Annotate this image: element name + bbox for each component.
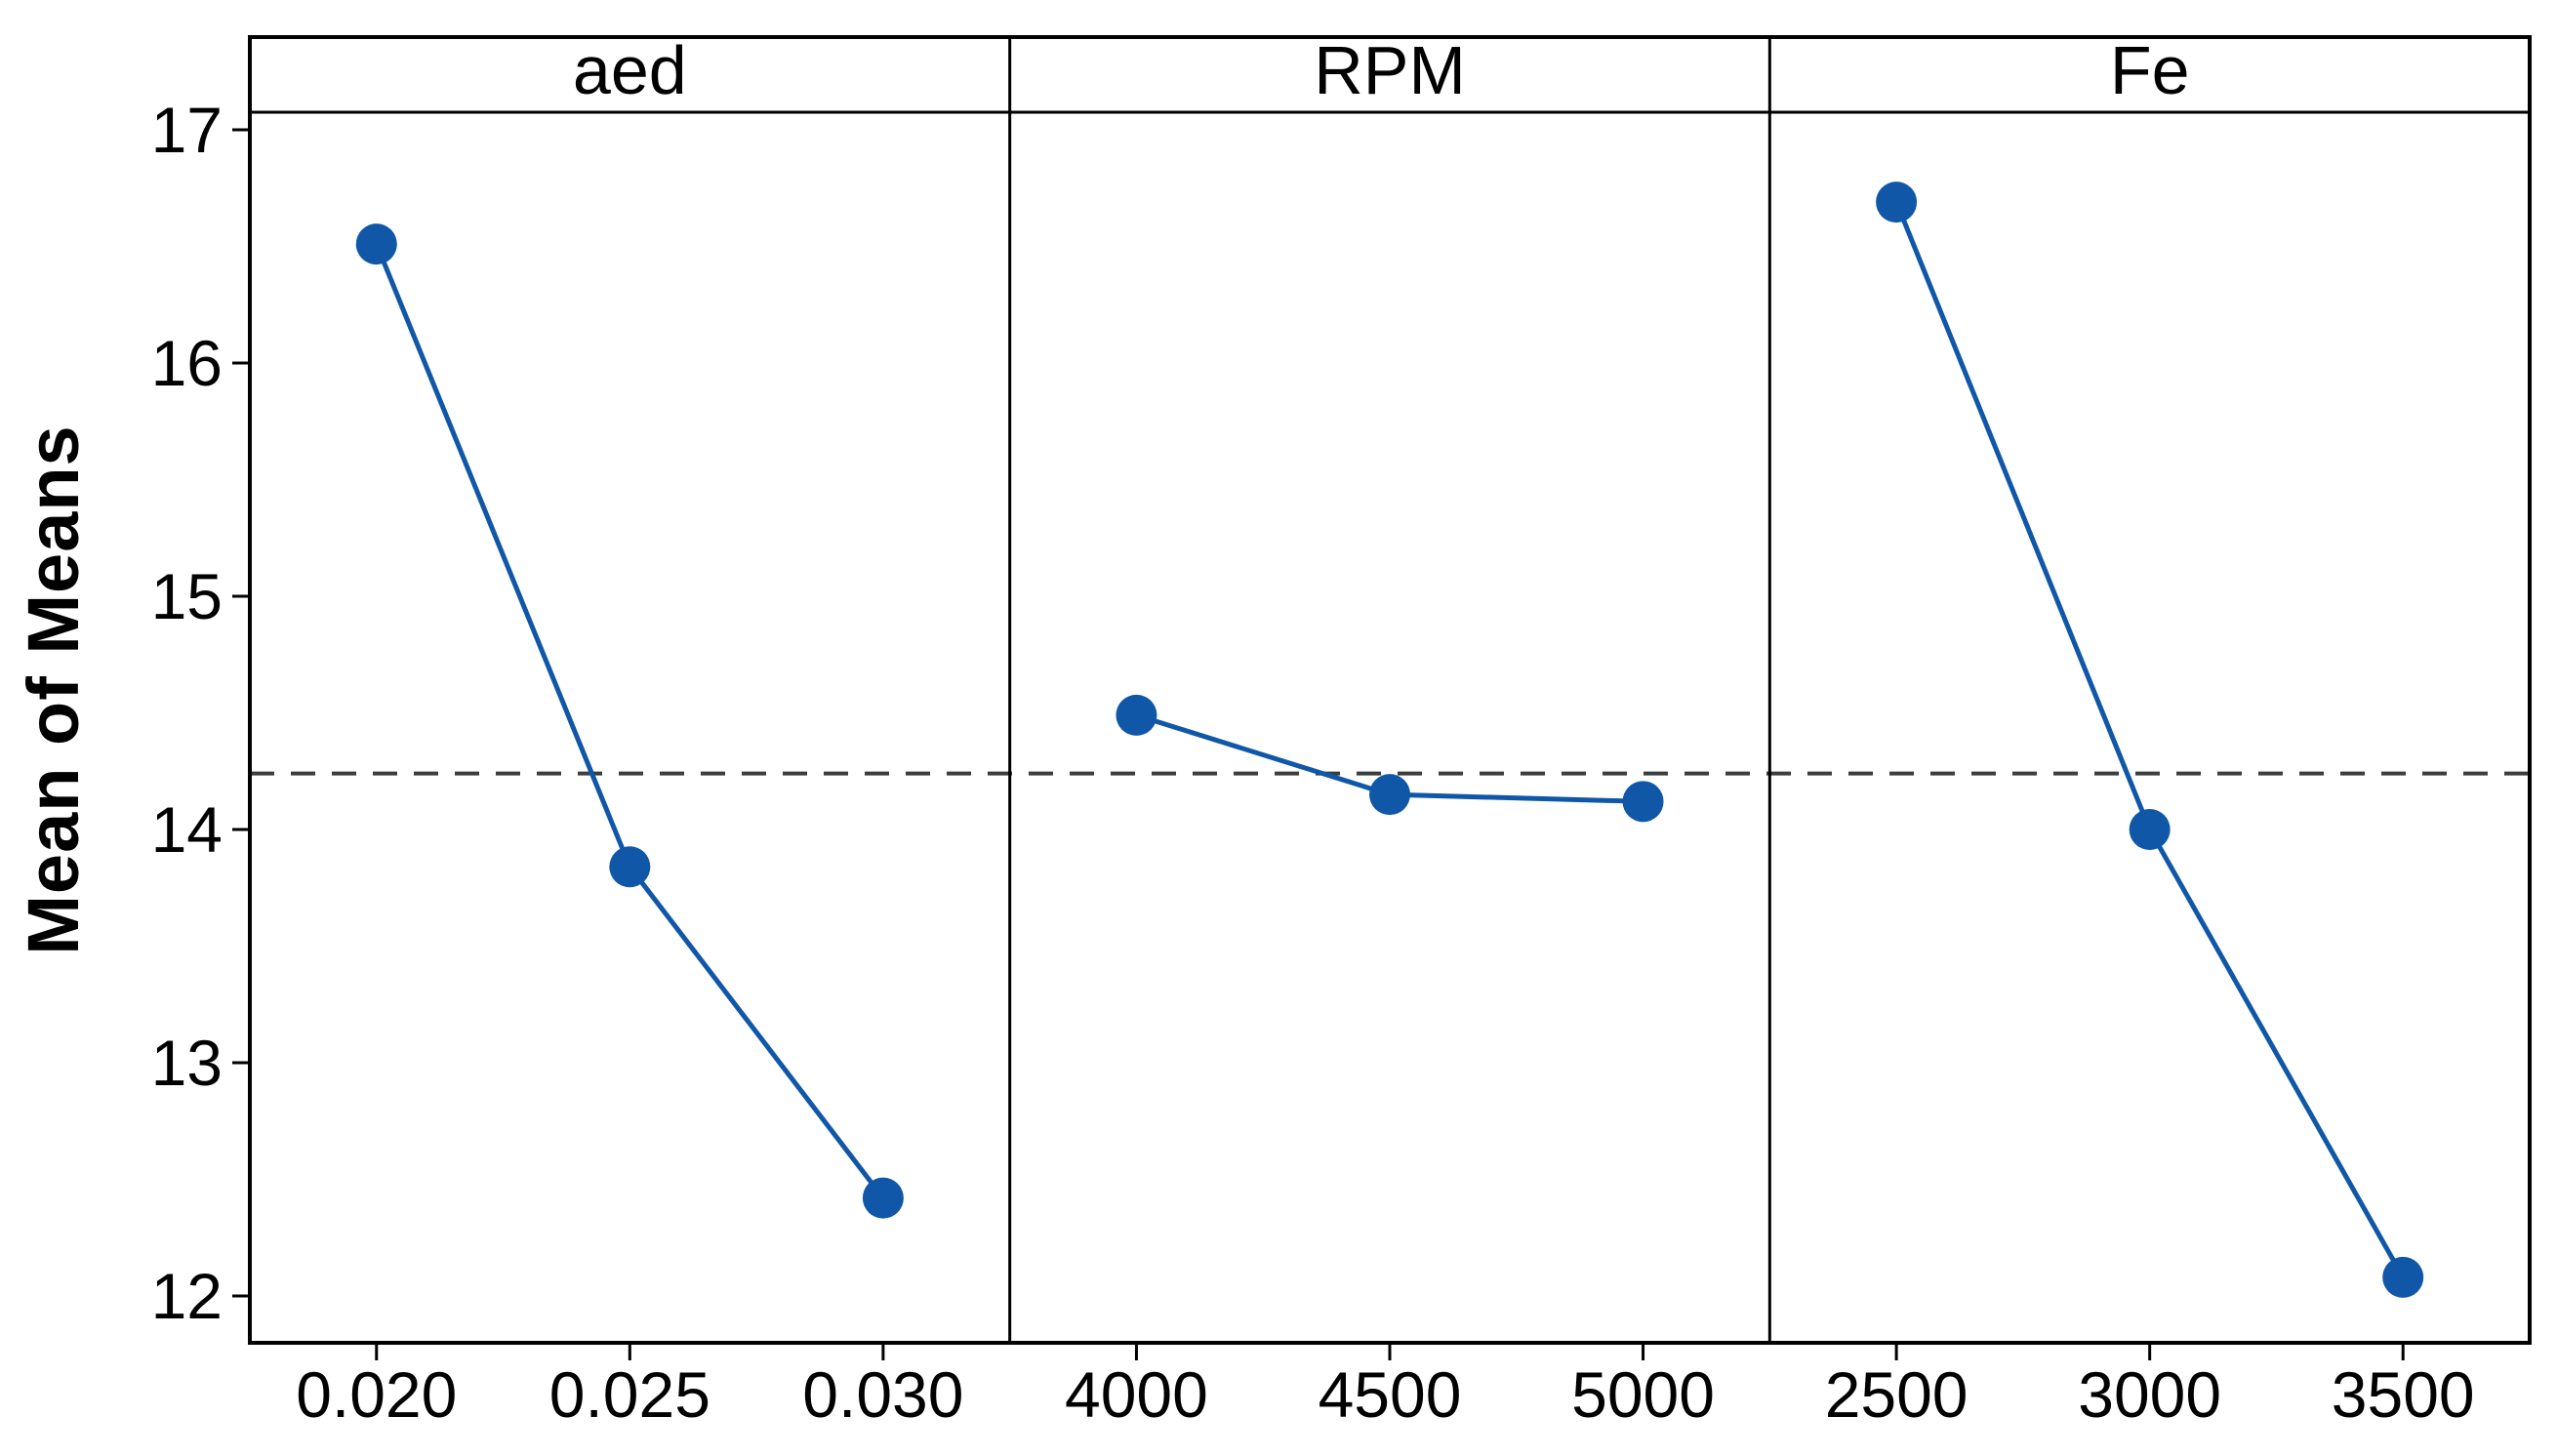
series-line-aed (374, 243, 885, 1200)
y-tick-label: 17 (151, 94, 223, 166)
y-tick-label: 15 (151, 560, 223, 632)
data-point-RPM-2 (1622, 781, 1664, 823)
data-point-Fe-0 (1876, 182, 1918, 223)
y-tick-label: 12 (151, 1260, 223, 1332)
x-tick-label: 0.030 (802, 1358, 963, 1431)
x-tick-label: 4000 (1065, 1358, 1208, 1431)
y-tick-label: 16 (151, 327, 223, 399)
data-point-Fe-1 (2129, 809, 2171, 850)
plot-frame (248, 35, 2532, 1345)
data-point-aed-1 (609, 846, 651, 888)
x-tick-label: 0.020 (296, 1358, 457, 1431)
data-point-aed-2 (862, 1177, 904, 1219)
x-tick-label: 3500 (2332, 1358, 2475, 1431)
x-tick-label: 5000 (1571, 1358, 1715, 1431)
y-tick-label: 13 (151, 1027, 223, 1099)
panel-header-aed: aed (573, 32, 687, 108)
x-tick-label: 2500 (1825, 1358, 1968, 1431)
x-tick-label: 4500 (1319, 1358, 1462, 1431)
panel-header-RPM: RPM (1314, 32, 1466, 108)
data-point-RPM-1 (1369, 774, 1410, 816)
panel-header-Fe: Fe (2110, 32, 2190, 108)
y-tick-label: 14 (151, 793, 223, 866)
series-line-Fe (1893, 201, 2406, 1279)
data-point-Fe-2 (2382, 1256, 2424, 1298)
x-tick-label: 3000 (2078, 1358, 2221, 1431)
x-tick-label: 0.025 (549, 1358, 710, 1431)
data-point-RPM-0 (1116, 694, 1157, 736)
data-point-aed-0 (355, 223, 397, 265)
